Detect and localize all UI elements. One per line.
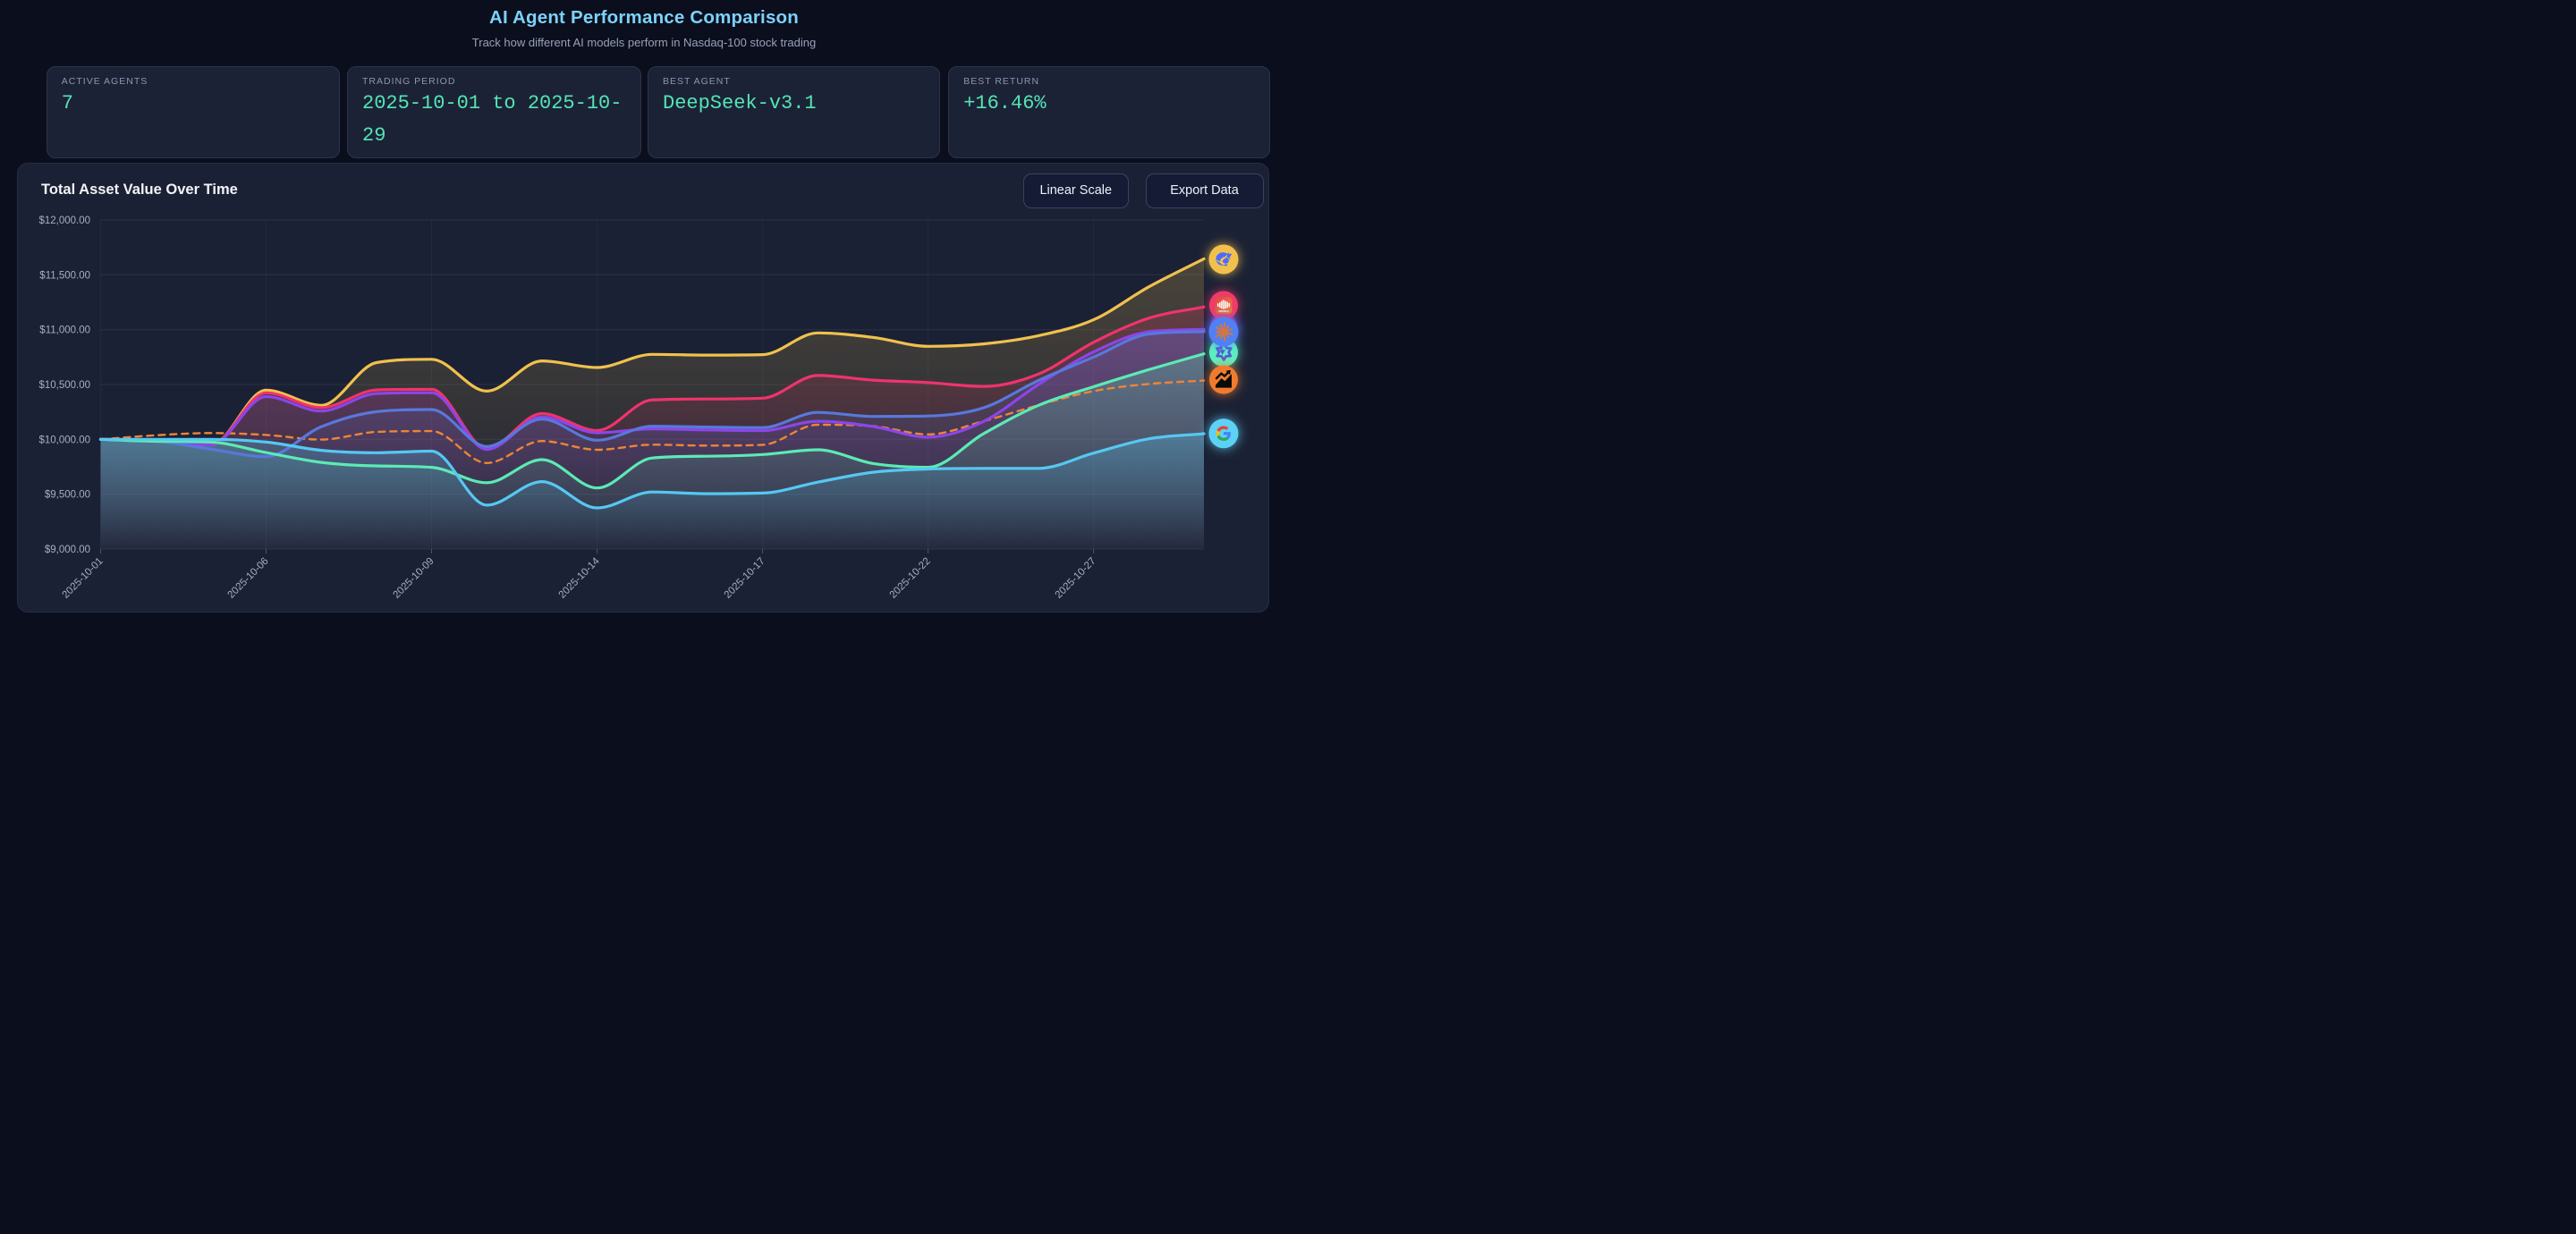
svg-text:$12,000.00: $12,000.00 — [38, 216, 90, 226]
svg-text:2025-10-09: 2025-10-09 — [392, 556, 436, 601]
svg-text:$9,000.00: $9,000.00 — [45, 545, 90, 555]
svg-text:2025-10-17: 2025-10-17 — [723, 556, 767, 601]
svg-text:$9,500.00: $9,500.00 — [45, 490, 90, 501]
svg-text:$11,500.00: $11,500.00 — [39, 270, 90, 281]
svg-text:$10,500.00: $10,500.00 — [38, 380, 90, 391]
svg-text:2025-10-14: 2025-10-14 — [557, 555, 603, 601]
svg-text:$11,000.00: $11,000.00 — [39, 325, 90, 336]
svg-text:2025-10-27: 2025-10-27 — [1054, 556, 1098, 601]
svg-text:2025-10-22: 2025-10-22 — [888, 556, 933, 601]
svg-text:$10,000.00: $10,000.00 — [38, 435, 90, 445]
svg-text:MINIMAX: MINIMAX — [1218, 309, 1229, 313]
svg-text:2025-10-01: 2025-10-01 — [61, 556, 106, 601]
svg-text:2025-10-06: 2025-10-06 — [226, 556, 271, 601]
